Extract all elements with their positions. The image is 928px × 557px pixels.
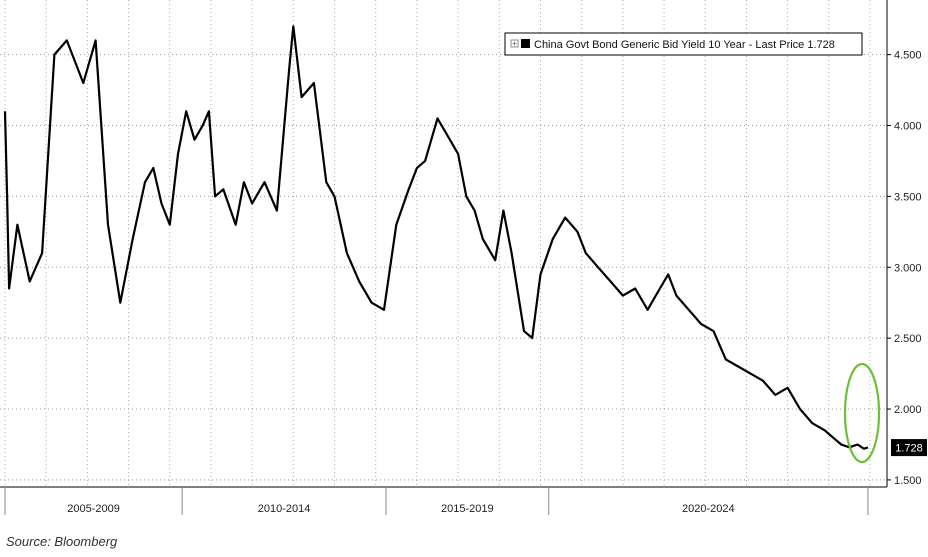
y-tick-label: 3.000	[894, 262, 922, 274]
x-period-label: 2020-2024	[682, 503, 735, 515]
x-period-label: 2010-2014	[258, 503, 311, 515]
legend-series-name: China Govt Bond Generic Bid Yield 10 Yea…	[534, 39, 746, 51]
last-value-badge: 1.728	[891, 439, 927, 457]
grid	[0, 0, 887, 487]
highlight-circle	[843, 362, 881, 464]
x-period-label: 2015-2019	[441, 503, 494, 515]
legend-last-price-label: Last Price	[755, 39, 804, 51]
y-tick-label: 1.500	[894, 475, 922, 487]
y-tick-label: 3.500	[894, 191, 922, 203]
last-value-badge-text: 1.728	[895, 443, 923, 455]
yield-line	[3, 25, 869, 450]
legend-swatch-icon	[521, 39, 530, 48]
source-note: Source: Bloomberg	[6, 534, 118, 549]
y-tick-label: 4.500	[894, 50, 922, 62]
y-tick-label: 4.000	[894, 121, 922, 133]
legend: China Govt Bond Generic Bid Yield 10 Yea…	[504, 32, 863, 56]
y-tick-label: 2.500	[894, 333, 922, 345]
y-tick-label: 2.000	[894, 404, 922, 416]
svg-text:China Govt Bond Generic Bid Yi: China Govt Bond Generic Bid Yield 10 Yea…	[534, 39, 835, 51]
x-period-label: 2005-2009	[67, 503, 120, 515]
legend-last-value: 1.728	[807, 39, 835, 51]
x-period-labels: 2005-2009 2010-2014 2015-2019 2020-2024	[4, 487, 869, 515]
y-tick-labels: 1.500 2.000 2.500 3.000 3.500 4.000 4.500	[887, 50, 922, 487]
